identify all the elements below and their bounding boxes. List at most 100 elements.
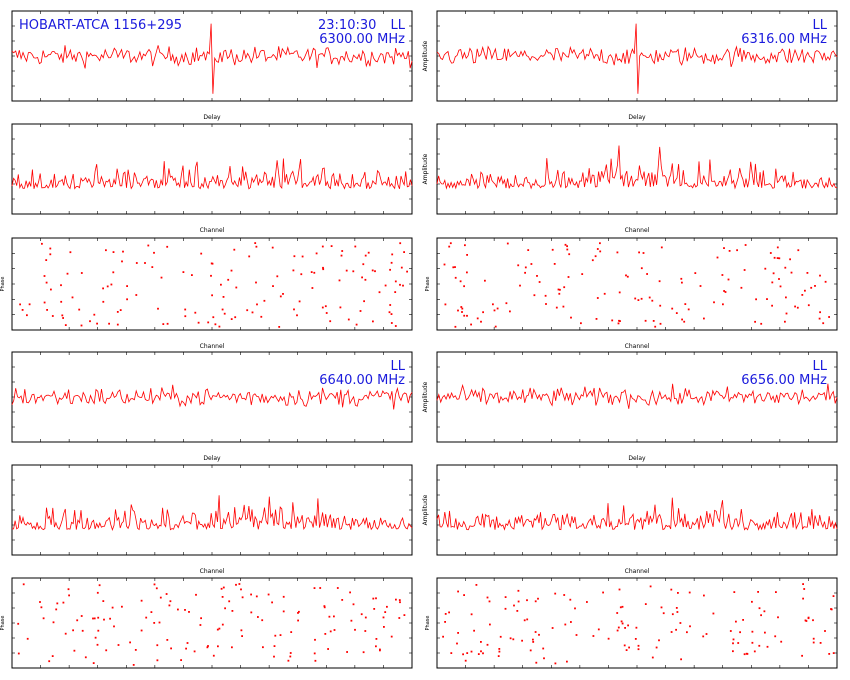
phase-point [658, 280, 661, 283]
phase-point [241, 635, 243, 637]
phase-point [341, 250, 344, 252]
phase-point [177, 608, 179, 611]
phase-point [132, 664, 135, 666]
phase-point [530, 263, 533, 265]
phase-point [394, 325, 397, 327]
phase-point [551, 248, 554, 251]
phase-point [399, 242, 402, 245]
phase-point [566, 660, 568, 663]
phase-point [322, 266, 324, 269]
phase-point [735, 620, 737, 623]
phase-point [26, 314, 28, 317]
phase-point [671, 307, 674, 310]
phase-point [339, 306, 342, 309]
phase-point [722, 303, 724, 306]
phase-point [732, 638, 735, 641]
phase-point [350, 619, 353, 622]
phase-point [399, 283, 401, 286]
phase-point [21, 309, 24, 311]
delay-xlabel-band-3: Delay [203, 455, 221, 462]
amplitude-trace-band-3 [11, 495, 413, 532]
phase-point [543, 657, 545, 660]
phase-point [166, 639, 169, 641]
delay-trace-band-4 [436, 383, 838, 409]
phase-point [298, 300, 301, 303]
phase-point [166, 245, 169, 248]
phase-ylabel-band-4: Phase [425, 616, 431, 631]
phase-point [145, 616, 148, 619]
phase-point [297, 619, 299, 622]
phase-point [227, 278, 230, 281]
phase-point [444, 303, 447, 306]
phase-point [644, 603, 647, 605]
phase-point [296, 314, 298, 317]
phase-point [785, 312, 788, 315]
phase-point [113, 625, 115, 628]
phase-point [681, 318, 683, 321]
phase-point [457, 632, 459, 634]
phase-point [703, 594, 705, 597]
phase-point [466, 652, 469, 654]
phase-point [763, 610, 766, 613]
phase-point [760, 614, 762, 617]
phase-point [211, 294, 213, 297]
delay-trace-band-2 [436, 23, 838, 94]
phase-point [675, 628, 677, 631]
phase-point [637, 644, 640, 647]
phase-point [619, 606, 622, 609]
phase-point [39, 601, 41, 603]
phase-point [61, 314, 64, 317]
phase-point [116, 311, 119, 313]
phase-point [354, 628, 356, 631]
phase-point [553, 263, 556, 265]
phase-point [155, 587, 158, 590]
phase-point [390, 635, 393, 638]
phase-point [379, 649, 381, 652]
phase-point [567, 276, 570, 278]
phase-point [96, 591, 99, 594]
phase-point [240, 629, 243, 632]
phase-point [470, 323, 472, 326]
phase-point [372, 320, 374, 323]
phase-point [504, 596, 507, 598]
phase-point [17, 622, 20, 625]
phase-point [158, 621, 161, 624]
phase-point [330, 245, 333, 247]
phase-point [76, 619, 79, 622]
phase-point [450, 652, 453, 654]
frequency-label-band-4: 6656.00 MHz [741, 373, 827, 388]
phase-point [311, 287, 314, 289]
delay-xlabel-band-1: Delay [203, 114, 221, 121]
phase-point [333, 629, 336, 631]
phase-point [705, 633, 708, 635]
phase-point [260, 315, 263, 318]
phase-point [625, 649, 628, 651]
phase-point [538, 281, 541, 283]
phase-point [367, 251, 370, 254]
phase-point [662, 612, 665, 615]
phase-point [45, 281, 48, 284]
phase-point [568, 253, 571, 256]
phase-point [559, 288, 561, 291]
phase-point [94, 636, 97, 639]
phase-point [105, 649, 108, 652]
phase-point [323, 606, 326, 609]
phase-point [454, 325, 457, 328]
phase-point [586, 601, 588, 603]
phase-point [274, 634, 277, 637]
delay-trace-band-3 [11, 384, 413, 410]
phase-point [222, 296, 225, 298]
phase-point [526, 599, 528, 602]
polarization-label-band-2: LL [812, 18, 828, 33]
phase-point [251, 311, 254, 314]
phase-point [221, 308, 224, 311]
phase-point [390, 313, 393, 315]
phase-point [498, 648, 501, 650]
phase-point [51, 315, 54, 317]
phase-point [45, 259, 48, 261]
phase-point [737, 642, 740, 644]
phase-point [477, 653, 480, 655]
phase-point [776, 246, 779, 249]
phase-point [121, 605, 123, 608]
phase-point [538, 633, 540, 636]
